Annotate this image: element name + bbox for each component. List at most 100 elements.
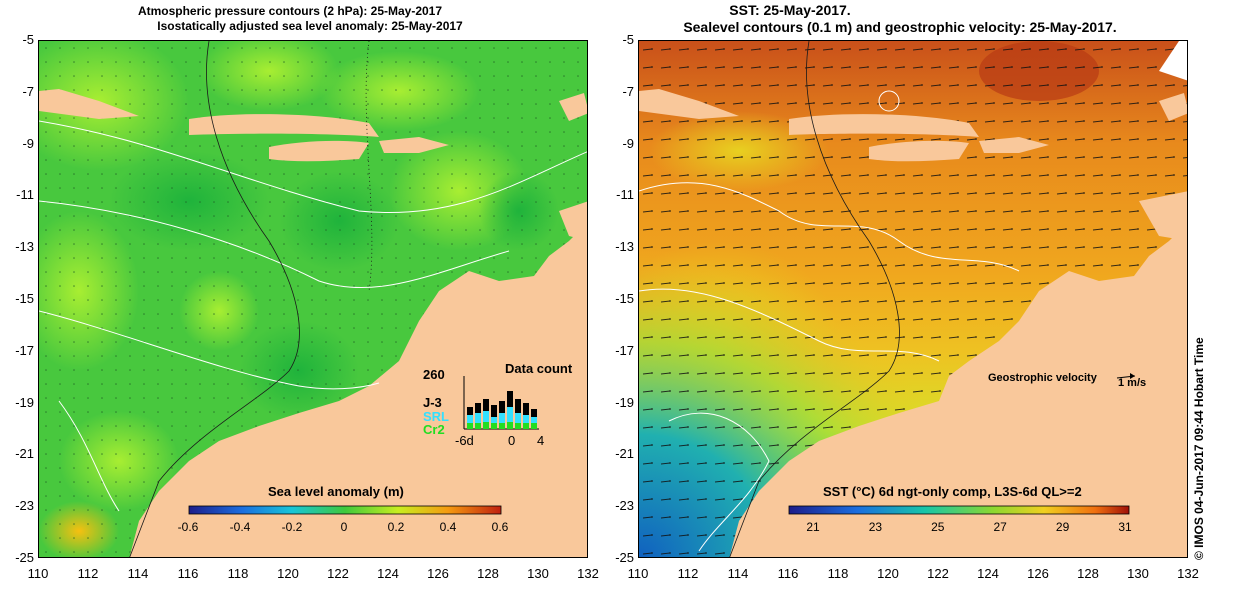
right-y-tick: -11 [616, 187, 634, 203]
left-y-tick: -19 [15, 394, 34, 410]
right-y-tick: -17 [615, 342, 634, 358]
data-count-bar [531, 423, 537, 429]
data-count-xlabel-zero: 0 [508, 433, 516, 448]
left-x-tick: 118 [227, 566, 249, 581]
sla-colorbar-tick: 0.6 [491, 520, 509, 534]
left-y-tick: -11 [16, 187, 34, 203]
right-y-tick: -5 [622, 32, 634, 47]
right-x-tick: 124 [977, 566, 999, 581]
left-y-tick: -9 [22, 135, 34, 151]
sst-colorbar-label: SST (°C) 6d ngt-only comp, L3S-6d QL>=2 [823, 484, 1082, 499]
sla-map [39, 41, 587, 557]
left-y-tick: -23 [15, 498, 34, 514]
data-count-bar [499, 413, 505, 429]
right-x-tick: 112 [677, 566, 699, 581]
sla-colorbar-tick: 0.2 [387, 520, 405, 534]
right-y-tick: -15 [615, 291, 634, 306]
left-x-tick: 132 [577, 566, 599, 581]
data-count-bar [483, 422, 489, 429]
data-count-series-cr2: Cr2 [423, 422, 445, 437]
left-y-tick: -17 [15, 342, 34, 358]
sla-colorbar-tick: -0.2 [281, 520, 303, 534]
right-y-tick: -23 [615, 498, 634, 514]
sst-map [639, 41, 1187, 557]
right-x-tick: 122 [927, 566, 949, 581]
data-count-series-srl: SRL [423, 409, 449, 424]
sst-colorbar [788, 505, 1130, 515]
velocity-legend-label: Geostrophic velocity [988, 372, 1097, 384]
sst-map-panel [638, 40, 1188, 558]
sla-colorbar-label: Sea level anomaly (m) [268, 484, 404, 499]
sst-colorbar-tick: 25 [931, 520, 945, 534]
sst-colorbar-tick: 23 [868, 520, 883, 534]
data-count-bar [523, 415, 529, 429]
right-x-tick: 132 [1177, 566, 1199, 581]
sla-colorbar-tick: 0 [340, 520, 348, 534]
right-x-tick: 116 [777, 566, 799, 581]
data-count-bar [475, 423, 481, 429]
right-x-tick: 118 [827, 566, 849, 581]
left-x-tick: 126 [427, 566, 449, 581]
right-y-tick: -19 [615, 394, 634, 410]
data-count-bar [491, 423, 497, 429]
data-count-bar [515, 423, 521, 429]
left-y-tick: -13 [15, 239, 34, 255]
data-count-xlabel-end: 4 [537, 433, 545, 448]
data-count-bar [483, 411, 489, 429]
right-title-line2: Sealevel contours (0.1 m) and geostrophi… [683, 19, 1117, 35]
sla-colorbar [188, 505, 502, 515]
data-count-bar [523, 423, 529, 429]
data-count-bar [467, 415, 473, 429]
left-y-tick: -21 [15, 446, 34, 462]
left-y-tick: -15 [15, 291, 34, 306]
sst-colorbar-tick: 29 [1055, 520, 1070, 534]
data-count-bar [475, 413, 481, 429]
right-title-line1: SST: 25-May-2017. [729, 2, 851, 18]
data-count-bar [507, 407, 513, 429]
left-x-tick: 110 [27, 566, 49, 581]
left-x-tick: 130 [527, 566, 549, 581]
velocity-scale-label: 1 m/s [1118, 377, 1147, 389]
right-y-tick: -25 [615, 550, 634, 565]
left-x-tick: 122 [327, 566, 349, 581]
sst-colorbar-tick: 27 [993, 520, 1007, 534]
right-x-tick: 120 [877, 566, 899, 581]
data-count-xlabel-start: -6d [455, 433, 474, 448]
left-x-tick: 120 [277, 566, 299, 581]
left-y-tick: -7 [22, 83, 34, 99]
data-count-bar [515, 413, 521, 429]
right-y-tick: -21 [615, 446, 634, 462]
right-x-tick: 114 [727, 566, 749, 581]
right-x-tick: 110 [627, 566, 649, 581]
data-count-bar [499, 423, 505, 429]
right-y-tick: -13 [615, 239, 634, 255]
sst-colorbar-tick: 31 [1118, 520, 1132, 534]
left-y-tick: -25 [15, 550, 34, 565]
right-y-tick: -7 [622, 83, 634, 99]
data-count-series-j3: J-3 [423, 395, 442, 410]
left-x-tick: 114 [127, 566, 149, 581]
data-count-chart [463, 376, 539, 430]
left-x-tick: 124 [377, 566, 399, 581]
data-count-title: Data count [505, 361, 573, 376]
left-y-tick: -5 [22, 32, 34, 47]
left-title-line1: Atmospheric pressure contours (2 hPa): 2… [137, 4, 443, 18]
left-x-tick: 116 [177, 566, 199, 581]
right-y-tick: -9 [622, 135, 634, 151]
data-count-max: 260 [423, 367, 445, 382]
sla-map-panel [38, 40, 588, 558]
velocity-scale-arrow [1116, 373, 1136, 379]
sla-colorbar-tick: 0.4 [439, 520, 457, 534]
left-title-line2: Isostatically adjusted sea level anomaly… [157, 19, 463, 33]
right-x-tick: 128 [1077, 566, 1099, 581]
left-x-tick: 112 [77, 566, 99, 581]
data-count-bar [467, 423, 473, 429]
sla-colorbar-tick: -0.4 [229, 520, 251, 534]
sst-colorbar-tick: 21 [806, 520, 820, 534]
right-x-tick: 130 [1127, 566, 1149, 581]
imos-credit-text: © IMOS 04-Jun-2017 09:44 Hobart Time [1192, 337, 1206, 560]
data-count-bar [507, 422, 513, 429]
sla-colorbar-tick: -0.6 [177, 520, 199, 534]
right-x-tick: 126 [1027, 566, 1049, 581]
imos-credit: © IMOS 04-Jun-2017 09:44 Hobart Time [1192, 260, 1206, 560]
